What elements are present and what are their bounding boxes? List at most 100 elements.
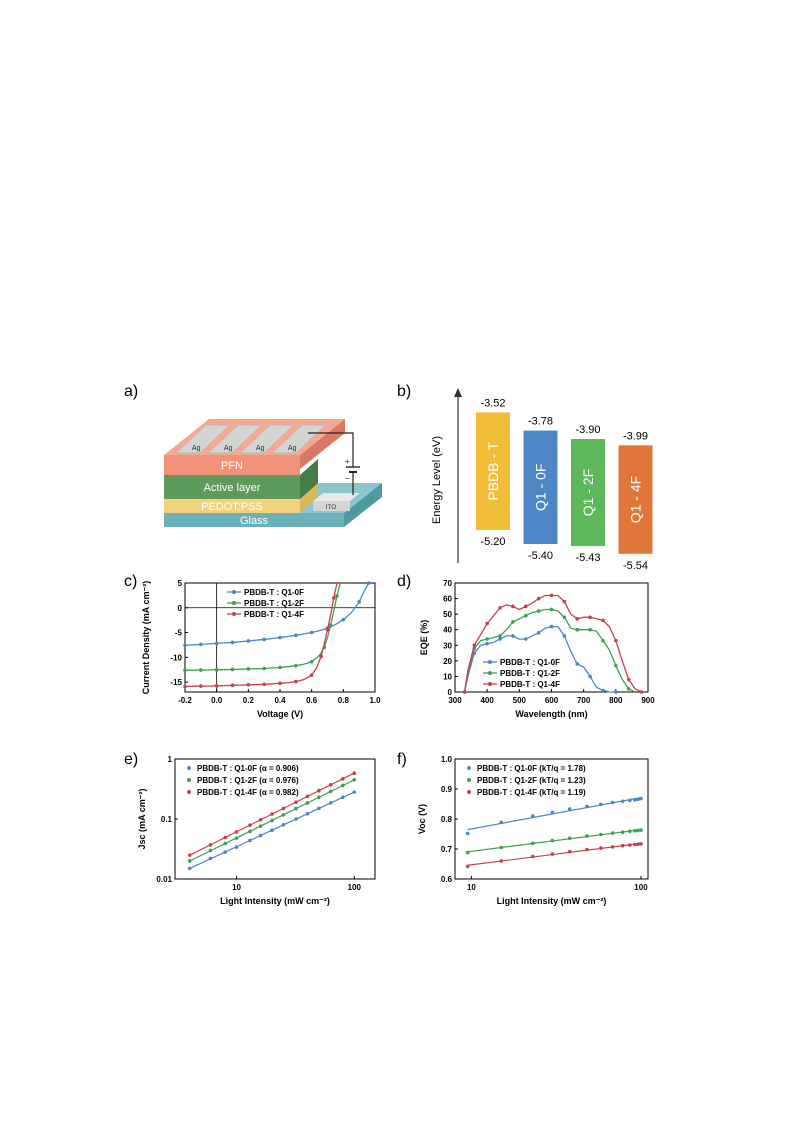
legend-label: PBDB-T : Q1-4F: [500, 680, 560, 689]
data-point: [230, 683, 235, 688]
ag-electrode: [271, 424, 327, 454]
y-tick-label: 0.1: [161, 815, 173, 824]
data-point: [610, 800, 615, 805]
glass-side: [344, 483, 382, 527]
y-tick-label: -10: [170, 653, 182, 662]
legend-marker: [187, 790, 191, 794]
panel-label-a: a): [124, 383, 139, 400]
circuit-wire: [308, 432, 354, 467]
active-layer: [164, 475, 300, 499]
data-point: [309, 673, 314, 677]
y-tick-label: 40: [443, 626, 452, 635]
data-point: [258, 824, 263, 828]
data-point: [614, 663, 618, 668]
panel-label-b: b): [397, 383, 412, 400]
y-tick-label: 70: [443, 579, 452, 588]
data-point: [305, 801, 310, 805]
data-point: [246, 683, 251, 687]
data-point: [328, 789, 333, 794]
data-point: [499, 845, 504, 850]
data-point: [230, 640, 235, 645]
data-point: [614, 690, 618, 694]
data-point: [610, 831, 615, 835]
ag-label: Ag: [224, 445, 233, 452]
legend-marker: [232, 590, 236, 594]
legend-marker: [187, 766, 191, 770]
pfn-label: PFN: [221, 460, 243, 472]
material-name: Q1 - 2F: [580, 469, 596, 516]
legend-paren-open: (: [537, 788, 542, 797]
data-point: [636, 842, 640, 846]
ag-electrode: [207, 424, 263, 454]
y-tick-label: 1: [168, 755, 173, 764]
x-tick-label: 1.0: [369, 696, 381, 705]
data-point: [575, 617, 580, 621]
fit-line: [467, 829, 642, 853]
y-tick-label: 0.01: [156, 875, 172, 884]
data-point: [341, 617, 346, 622]
data-point: [610, 845, 615, 849]
data-point: [183, 643, 187, 648]
data-point: [575, 662, 580, 666]
data-point: [523, 637, 528, 641]
data-point: [530, 814, 535, 818]
data-point: [601, 638, 605, 643]
data-point: [294, 817, 298, 821]
data-point: [214, 641, 219, 646]
data-point: [248, 838, 252, 843]
data-point: [601, 688, 605, 693]
data-point: [511, 620, 515, 624]
panel-label-f: f): [397, 751, 407, 768]
legend-series-name: PBDB-T : Q1-0F: [477, 764, 537, 773]
data-point: [639, 828, 643, 832]
data-point: [599, 846, 603, 850]
energy-level-diagram: Energy Level (eV) -3.52 -5.20 PBDB - T -3.78…: [431, 388, 653, 570]
data-point: [281, 806, 286, 811]
homo-label: -5.43: [575, 552, 600, 564]
data-point: [499, 820, 504, 825]
data-point: [187, 853, 192, 857]
legend-marker: [232, 612, 236, 616]
x-tick-label: 400: [480, 696, 494, 705]
data-point: [633, 798, 637, 802]
x-tick-label: 0.2: [243, 696, 255, 705]
data-point: [636, 797, 640, 801]
data-point: [639, 690, 644, 694]
data-point: [258, 833, 263, 838]
y-tick-label: 1.0: [441, 755, 453, 764]
data-point: [281, 823, 286, 827]
data-point: [262, 682, 266, 687]
y-tick-label: 60: [443, 595, 452, 604]
data-point: [550, 810, 555, 815]
legend-label: PBDB-T : Q1-4F (kT/q = 1.19): [477, 788, 586, 797]
data-point: [498, 634, 502, 638]
legend-alpha: α = 0.976: [262, 776, 297, 785]
data-point: [183, 668, 187, 672]
data-point: [305, 794, 310, 799]
data-point: [633, 842, 637, 847]
data-point: [278, 681, 282, 686]
data-point: [626, 677, 631, 682]
panel-label-d: d): [397, 573, 412, 590]
x-tick-label: 300: [448, 696, 462, 705]
legend-label: PBDB-T : Q1-2F (α = 0.976): [197, 776, 299, 785]
fit-line: [467, 796, 642, 831]
legend-marker: [488, 671, 492, 675]
legend-label: PBDB-T : Q1-0F: [500, 658, 560, 667]
y-axis-label: Current Density (mA cm⁻²): [141, 581, 151, 694]
data-point: [309, 659, 314, 664]
x-tick-label: 0.6: [306, 696, 318, 705]
x-tick-label: 0.0: [211, 696, 223, 705]
data-point: [352, 790, 357, 794]
y-axis-label: Voc (V): [417, 804, 427, 834]
data-point: [599, 832, 603, 837]
data-point: [317, 795, 321, 800]
homo-label: -5.20: [480, 536, 505, 548]
data-point: [270, 828, 274, 833]
data-point: [208, 848, 213, 853]
legend-paren-open: (: [257, 776, 262, 785]
eqe-chart: 300 400 500 600 700 800 900 0 10 20 30 40 50 60 70 Wave…: [419, 579, 655, 719]
legend-kt: kT/q = 1.19: [542, 788, 584, 797]
data-point: [332, 596, 336, 600]
legend-label: PBDB-T : Q1-0F: [244, 588, 304, 597]
